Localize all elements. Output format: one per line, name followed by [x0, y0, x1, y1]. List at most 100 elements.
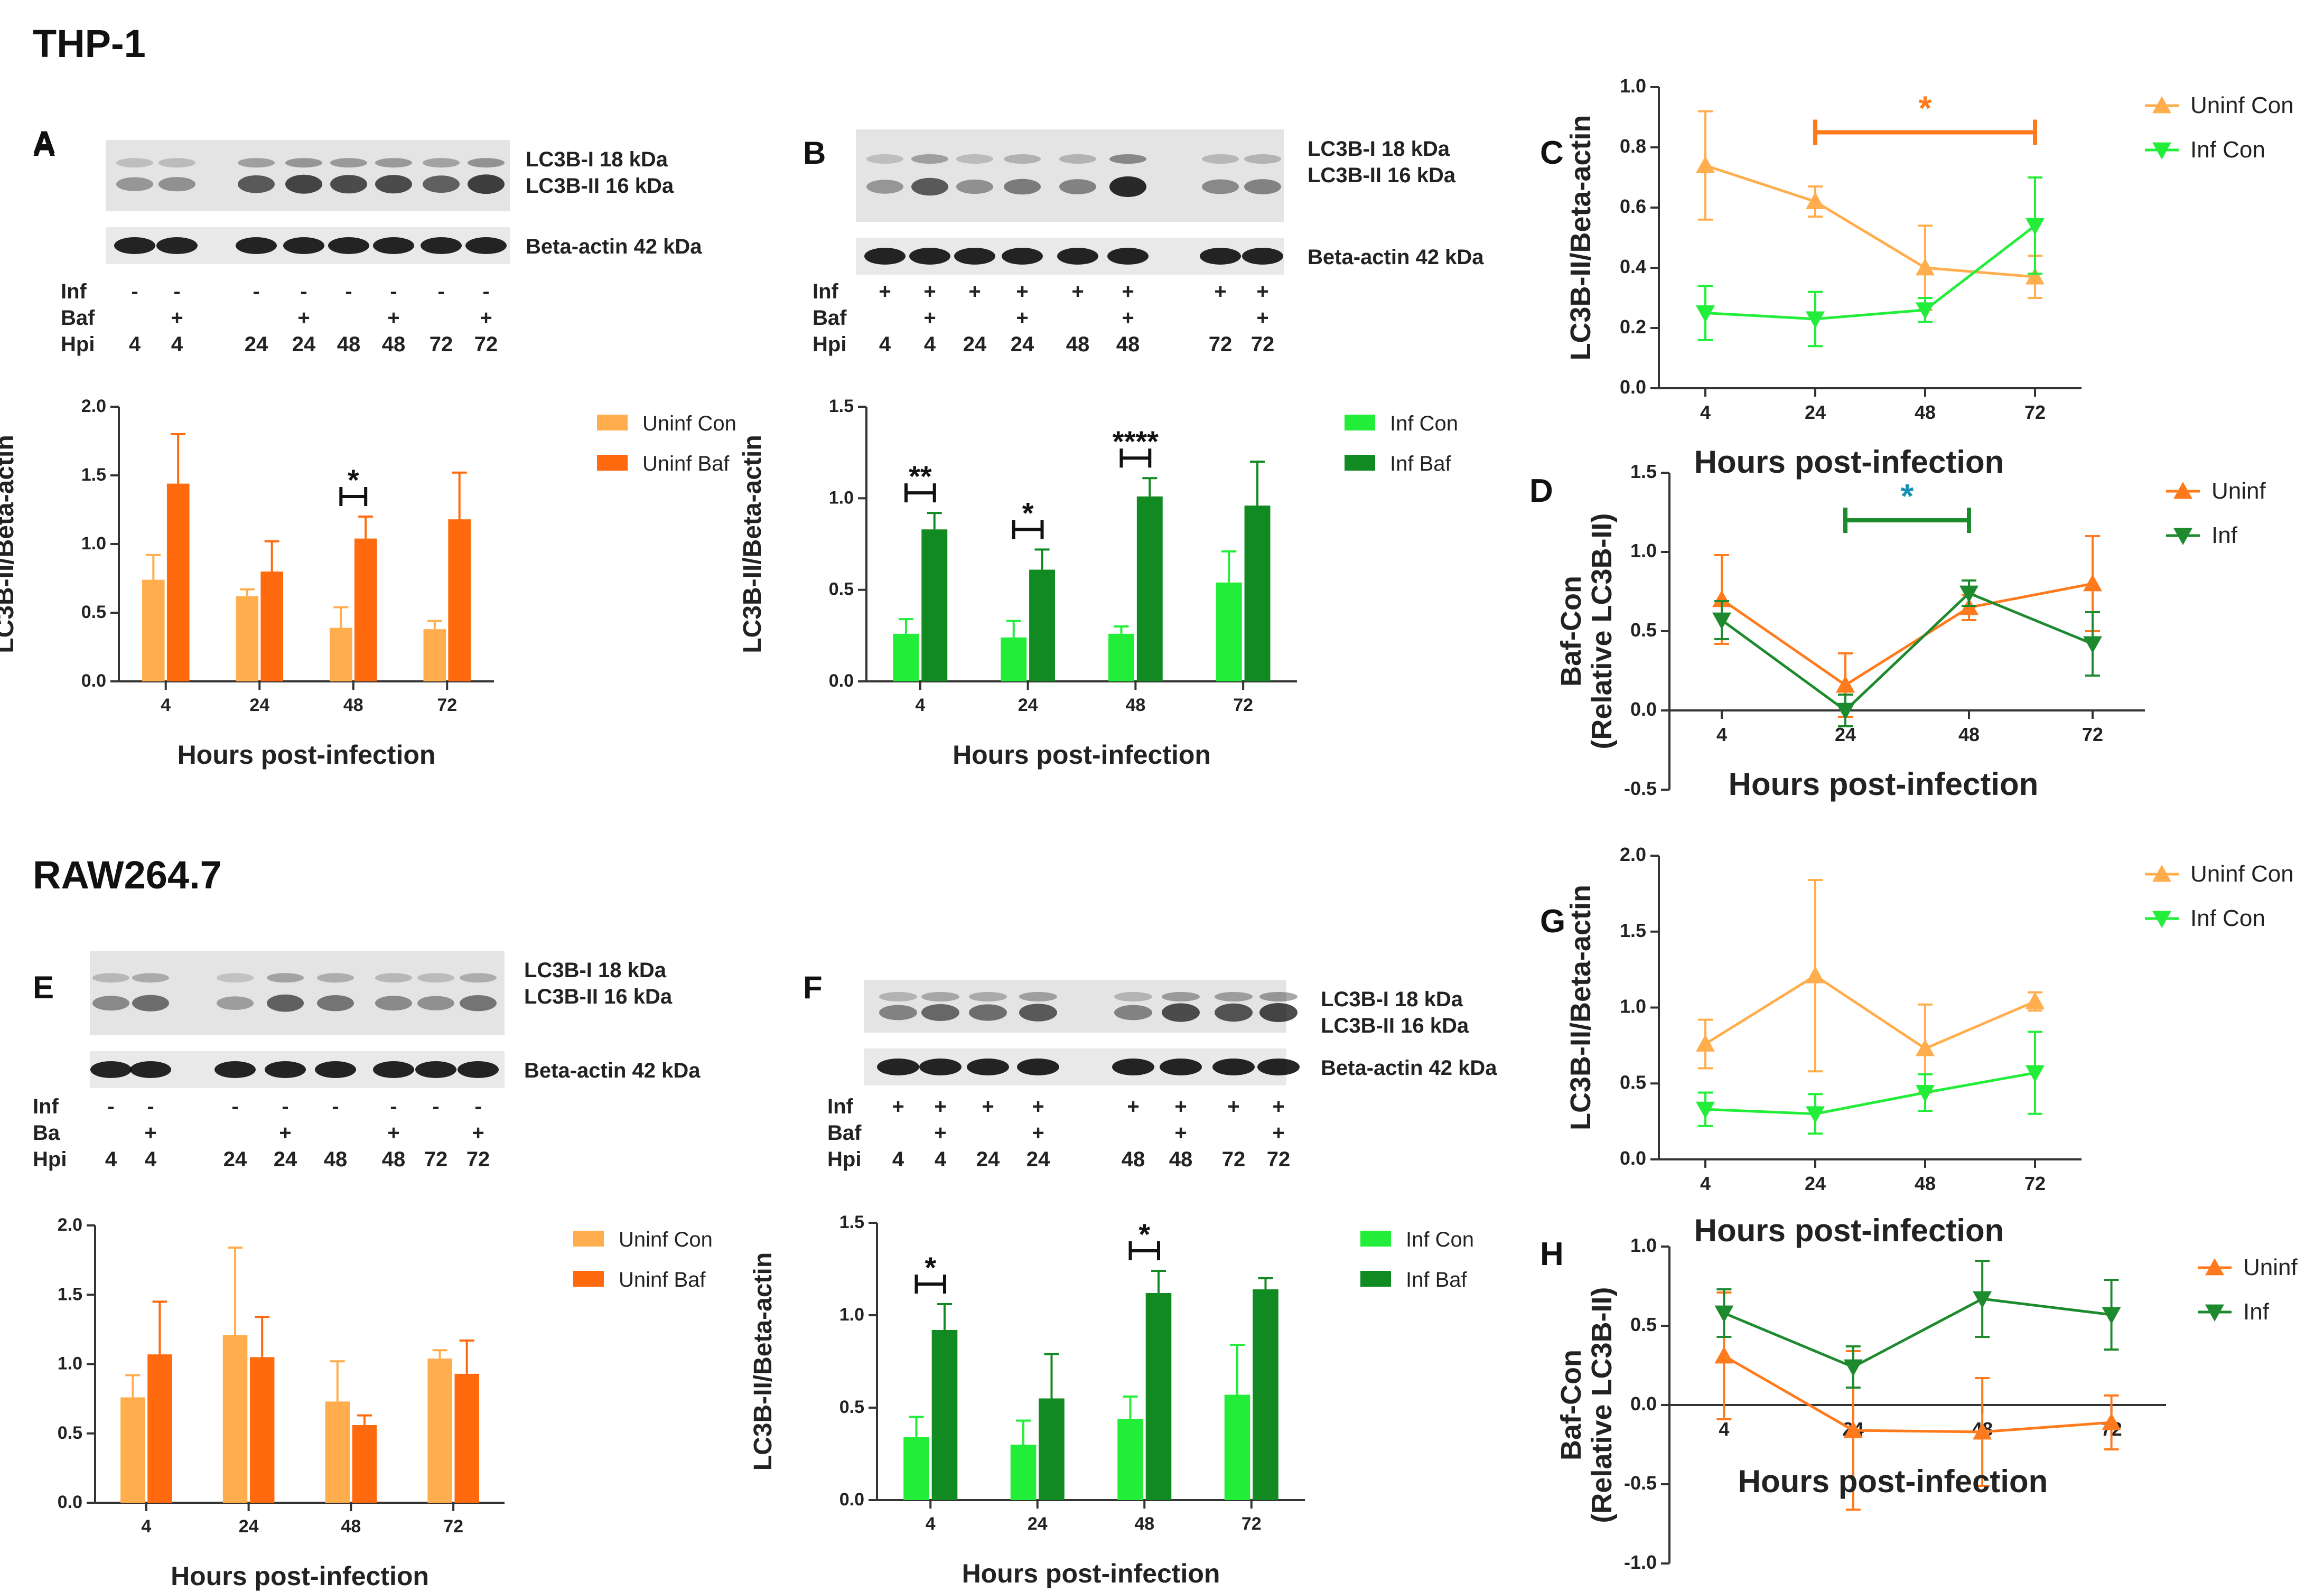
series-line-G-uninf-con [1704, 974, 2036, 1050]
band-lc3b-i-F [879, 992, 917, 1001]
y-tick-label-E: 0.5 [58, 1423, 82, 1443]
heading-raw264: RAW264.7 [33, 853, 222, 897]
legend-swatch-A [597, 415, 628, 430]
band-beta-actin-E [315, 1061, 356, 1078]
band-lc3b-i-B [1109, 154, 1146, 164]
band-lc3b-ii-A [375, 175, 412, 194]
band-label-lc3b-i-F: LC3B-I 18 kDa [1321, 988, 1463, 1011]
band-beta-actin-B [1002, 248, 1043, 265]
marker-D [1836, 676, 1855, 693]
bar-A-uninf-con [236, 596, 259, 681]
band-beta-actin-B [1057, 248, 1098, 265]
band-lc3b-ii-E [375, 996, 412, 1011]
marker-C [1696, 156, 1715, 173]
panel-label-A: A [33, 127, 55, 163]
row-label-A: Baf [61, 306, 95, 330]
sig-label-A: * [348, 463, 359, 497]
lane-hpi-F: 4 [935, 1148, 947, 1171]
band-beta-actin-F [1257, 1059, 1300, 1075]
band-label-lc3b-i-E: LC3B-I 18 kDa [524, 959, 667, 982]
band-lc3b-ii-F [969, 1004, 1007, 1021]
band-label-lc3b-ii-E: LC3B-II 16 kDa [524, 985, 673, 1008]
sig-label-D: * [1901, 477, 1914, 515]
lane-hpi-F: 24 [976, 1148, 1000, 1171]
legend-swatch-A [597, 455, 628, 471]
band-lc3b-i-E [417, 973, 454, 983]
marker-G [1696, 1034, 1715, 1052]
bar-E-uninf-con [325, 1401, 350, 1503]
marker-G [1696, 1101, 1715, 1119]
lane-hpi-A: 24 [292, 333, 316, 356]
band-beta-actin-A [114, 237, 155, 254]
x-axis-title-C: Hours post-infection [1694, 444, 2004, 480]
band-beta-actin-A [156, 237, 198, 254]
legend-label-E: Uninf Con [619, 1228, 713, 1251]
marker-D [1712, 590, 1731, 607]
series-line-C-inf-con [1705, 224, 2036, 321]
y-axis-title-C: LC3B-II/Beta-actin [1565, 115, 1597, 360]
panel-label-D: D [1529, 473, 1553, 509]
marker-G [2026, 1065, 2045, 1083]
band-lc3b-ii-E [460, 995, 497, 1012]
legend-swatch-F [1360, 1271, 1391, 1287]
band-lc3b-i-F [1162, 992, 1200, 1001]
band-lc3b-ii-E [317, 995, 354, 1012]
series-line-D-uninf [1721, 582, 2093, 687]
lane-inf-F: + [1127, 1095, 1139, 1118]
marker-legend-C [2152, 96, 2171, 114]
y-tick-label-G: 0.5 [1620, 1071, 1646, 1093]
row-label-B: Baf [813, 306, 847, 330]
band-lc3b-ii-F [1114, 1005, 1152, 1020]
bar-chart-B: 0.00.51.01.54 24 48 72*******LC3B-II/Beta-a… [739, 396, 1458, 770]
band-beta-actin-E [90, 1061, 132, 1078]
y-tick-label-C: 1.0 [1620, 75, 1646, 97]
y-axis-subtitle-H: (Relative LC3B-II) [1586, 1287, 1618, 1523]
bar-B-inf-con [1001, 637, 1027, 681]
row-label-E: Ba [33, 1121, 60, 1145]
band-lc3b-ii-A [116, 177, 153, 191]
band-label-beta-actin-A: Beta-actin 42 kDa [526, 235, 702, 258]
y-tick-label-F: 0.0 [839, 1490, 864, 1510]
legend-label-B: Inf Baf [1390, 452, 1452, 475]
bar-A-uninf-baf [260, 572, 283, 681]
x-axis-title-F: Hours post-infection [962, 1559, 1220, 1588]
lane-hpi-A: 72 [430, 333, 453, 356]
lane-inf-A: - [300, 280, 307, 303]
lane-inf-A: - [390, 280, 397, 303]
x-tick-label-B: 48 [1125, 695, 1145, 715]
band-label-lc3b-i-A: LC3B-I 18 kDa [526, 148, 668, 171]
lane-hpi-F: 48 [1122, 1148, 1145, 1171]
band-lc3b-ii-F [1019, 1004, 1057, 1022]
lane-baf-F: + [1032, 1121, 1044, 1145]
band-lc3b-ii-F [1162, 1003, 1200, 1022]
marker-G [1916, 1039, 1935, 1056]
marker-H [1714, 1346, 1734, 1364]
bar-A-uninf-con [423, 629, 446, 681]
marker-C [1806, 192, 1825, 209]
bar-E-uninf-baf [249, 1357, 275, 1503]
band-beta-actin-F [877, 1059, 919, 1075]
band-lc3b-i-F [1259, 992, 1298, 1001]
x-tick-label-C: 4 [1700, 401, 1711, 423]
y-tick-label-E: 1.0 [58, 1354, 82, 1374]
x-axis-title-B: Hours post-infection [953, 740, 1211, 770]
lane-hpi-B: 48 [1116, 333, 1140, 356]
x-tick-label-A: 48 [343, 695, 363, 715]
band-label-beta-actin-E: Beta-actin 42 kDa [524, 1059, 701, 1082]
marker-C [1806, 311, 1825, 329]
x-tick-label-C: 72 [2024, 401, 2046, 423]
legend-swatch-B [1345, 415, 1375, 430]
lane-hpi-F: 48 [1169, 1148, 1193, 1171]
y-tick-label-B: 1.0 [829, 488, 854, 508]
panel-label-A: A [33, 125, 55, 160]
band-label-lc3b-i-B: LC3B-I 18 kDa [1308, 137, 1450, 161]
marker-H [2102, 1413, 2121, 1430]
lane-hpi-E: 48 [382, 1148, 406, 1171]
marker-legend-D [2173, 482, 2192, 499]
western-blot-A: - 4 - +4 - 24 - +24 - 48 - +48 - 72 - +72 Inf Baf Hpi LC3B-… [33, 127, 702, 356]
lane-baf-E: + [144, 1121, 156, 1145]
lane-hpi-B: 72 [1251, 333, 1275, 356]
y-axis-title-D: Baf-Con [1555, 576, 1587, 687]
x-tick-label-E: 48 [341, 1516, 361, 1537]
band-label-lc3b-ii-A: LC3B-II 16 kDa [526, 174, 674, 198]
